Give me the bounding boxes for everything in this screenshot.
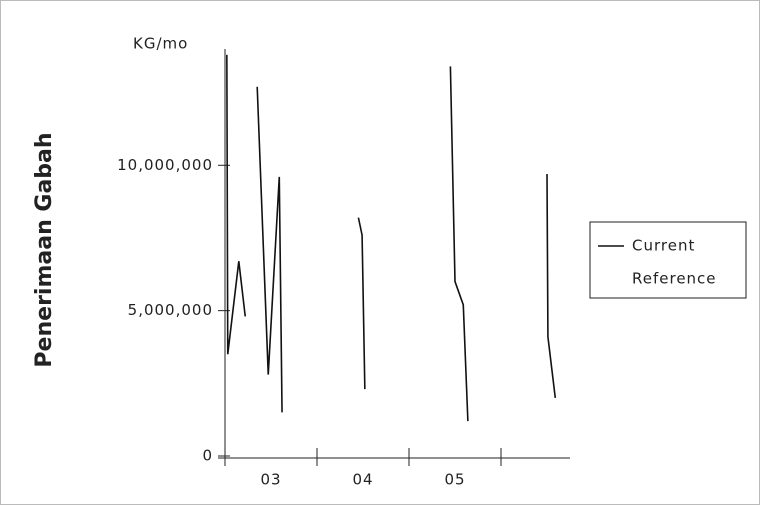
x-tick-label: 03 <box>260 471 281 489</box>
legend-label: Reference <box>632 270 717 288</box>
y-axis-label: Penerimaan Gabah <box>32 132 57 367</box>
x-tick-label: 04 <box>352 471 373 489</box>
y-tick-label: 10,000,000 <box>117 156 213 174</box>
x-tick-label: 05 <box>444 471 465 489</box>
legend-box <box>589 221 747 299</box>
legend-label: Current <box>632 237 695 255</box>
data-line <box>226 54 557 422</box>
y-unit: KG/mo <box>133 35 188 53</box>
y-tick-label: 0 <box>202 447 213 465</box>
y-tick-label: 5,000,000 <box>128 301 213 319</box>
